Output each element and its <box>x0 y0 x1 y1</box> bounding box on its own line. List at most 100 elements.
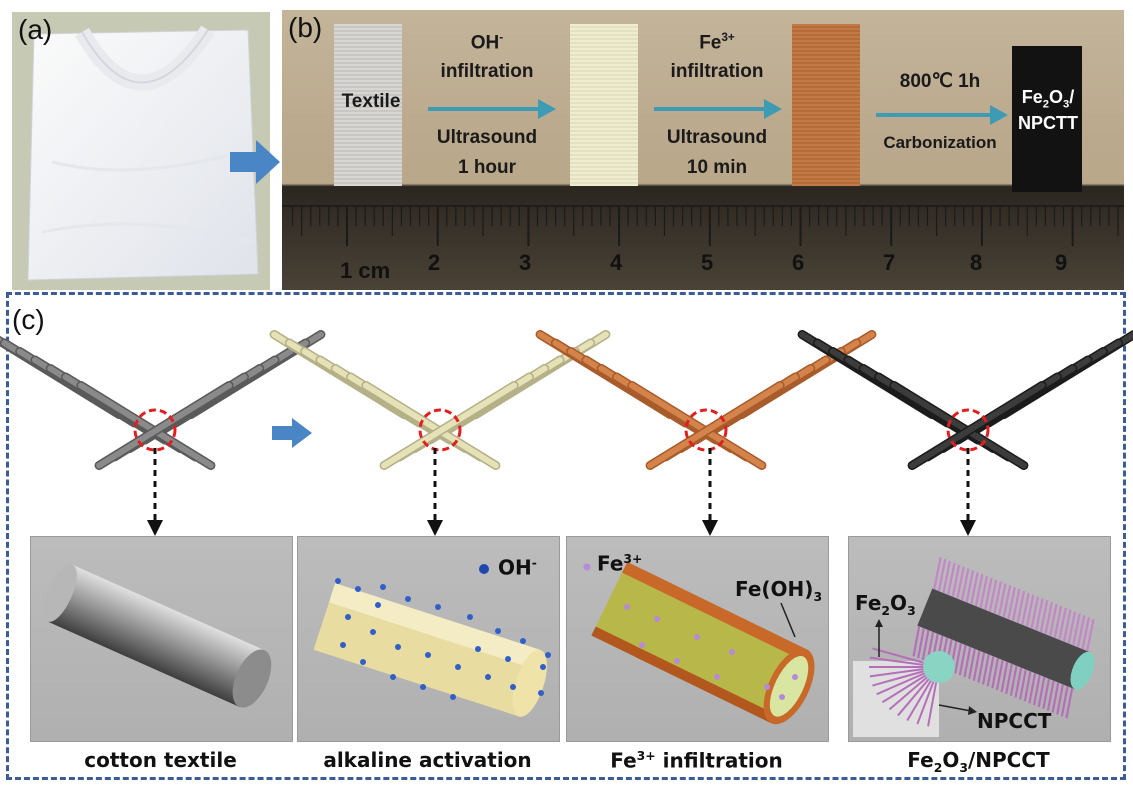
spike <box>1037 676 1046 708</box>
ruler <box>282 205 1124 246</box>
spike <box>968 648 976 680</box>
spike <box>1062 609 1072 642</box>
zoom-alkaline: OH- <box>297 536 560 742</box>
spike <box>1021 592 1030 626</box>
ruler-label-6: 6 <box>792 250 805 275</box>
npcct-label: NPCCT <box>977 709 1052 733</box>
spike <box>981 654 990 685</box>
spike <box>1039 600 1049 633</box>
spike <box>1032 674 1041 706</box>
spike <box>1007 587 1016 620</box>
spike <box>977 652 986 683</box>
spike <box>1060 686 1069 717</box>
ruler-label-5: 5 <box>701 250 714 275</box>
step3-line0: 800℃ 1h <box>899 71 981 92</box>
fe-legend: Fe3+ <box>597 551 643 576</box>
oh-legend: OH- <box>498 555 537 580</box>
spike <box>1053 605 1063 639</box>
panel-b-label: (b) <box>288 12 323 43</box>
ruler-label-3: 3 <box>519 250 532 275</box>
step1-line2: Ultrasound <box>436 127 538 148</box>
spike <box>1014 667 1023 698</box>
spike <box>1028 672 1037 704</box>
zoom-arrows <box>147 448 976 536</box>
spike <box>1067 611 1077 644</box>
spike <box>1002 585 1012 618</box>
caption-alkaline-activation: alkaline activation <box>323 748 532 772</box>
spike <box>974 573 984 607</box>
spike <box>1011 588 1021 622</box>
ruler-label-2: 2 <box>428 250 441 275</box>
spike <box>947 562 956 596</box>
final-formula: Fe2O3/ <box>1021 87 1075 111</box>
spike <box>1044 602 1053 635</box>
spike <box>1081 617 1091 650</box>
ruler-label-1: 1 cm <box>340 258 391 283</box>
caption-cotton-textile: cotton textile <box>84 748 237 772</box>
spike <box>960 568 970 601</box>
step3-line1: Carbonization <box>883 133 997 152</box>
spike <box>1025 594 1035 627</box>
zoom-fe2o3-npcct: Fe2O3 NPCCT <box>848 536 1111 742</box>
step2-line3: 10 min <box>686 157 748 178</box>
spike <box>956 566 965 599</box>
ruler-label-4: 4 <box>610 250 623 275</box>
mesh-1 <box>0 330 326 470</box>
arrow-c-icon <box>272 418 312 448</box>
spike <box>937 558 947 592</box>
spike <box>933 557 942 590</box>
spike <box>1058 607 1067 641</box>
spike <box>1048 603 1058 637</box>
spike <box>965 570 975 603</box>
spike <box>1005 663 1013 695</box>
spike <box>1056 684 1064 715</box>
fe-strip <box>792 24 860 186</box>
spike <box>979 575 989 609</box>
spike <box>993 581 1002 614</box>
spike <box>1016 590 1026 624</box>
spike <box>991 657 1000 689</box>
step1-arrow-icon <box>428 99 556 119</box>
alkaline-strip <box>570 24 638 186</box>
spike <box>1076 615 1086 648</box>
step1-ion: OH- <box>470 31 504 54</box>
arrow-a-to-b-icon <box>230 140 280 184</box>
fe2o3-cylinder <box>853 557 1095 737</box>
spike <box>1042 678 1051 710</box>
spike <box>917 627 925 659</box>
step1-line1: infiltration <box>440 61 534 82</box>
spike <box>995 659 1004 691</box>
spike <box>997 583 1007 616</box>
feoh3-label: Fe(OH)3 <box>735 577 823 604</box>
ruler-label-9: 9 <box>1055 250 1068 275</box>
step3-arrow-icon <box>876 105 1008 125</box>
spike <box>954 642 962 674</box>
zoom-circle-3 <box>684 408 728 452</box>
process-photo: Textile OH- infiltration Ultrasound 1 ho… <box>282 10 1124 290</box>
spike <box>1000 661 1009 693</box>
fe-cylinder <box>583 561 815 725</box>
spike <box>951 564 961 597</box>
spike <box>1009 665 1018 696</box>
mesh-2 <box>269 330 611 470</box>
fe2o3-label: Fe2O3 <box>855 591 916 618</box>
textile-label: Textile <box>341 91 401 112</box>
caption-fe-infiltration: Fe3+ infiltration <box>610 748 783 773</box>
caption-fe2o3-npcct: Fe2O3/NPCCT <box>907 748 1050 775</box>
spike <box>1072 613 1081 646</box>
step2-line2: Ultrasound <box>666 127 768 148</box>
textile-strip <box>334 24 402 186</box>
cotton-cylinder <box>43 564 272 708</box>
spike <box>1023 671 1032 702</box>
mesh-4 <box>797 330 1133 470</box>
spike <box>963 646 972 678</box>
spike <box>988 579 998 612</box>
zoom-cotton <box>30 536 293 742</box>
zoom-circle-4 <box>946 408 990 452</box>
step2-ion: Fe3+ <box>699 31 735 54</box>
spike <box>1086 618 1095 652</box>
alkaline-cylinder <box>313 564 551 717</box>
spike <box>972 650 981 681</box>
zoom-circle-2 <box>418 408 462 452</box>
zoom-circle-1 <box>133 408 177 452</box>
